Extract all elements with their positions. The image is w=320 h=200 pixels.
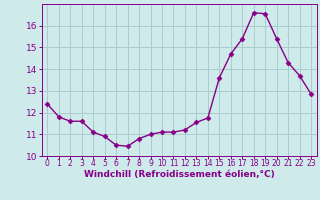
X-axis label: Windchill (Refroidissement éolien,°C): Windchill (Refroidissement éolien,°C) (84, 170, 275, 179)
